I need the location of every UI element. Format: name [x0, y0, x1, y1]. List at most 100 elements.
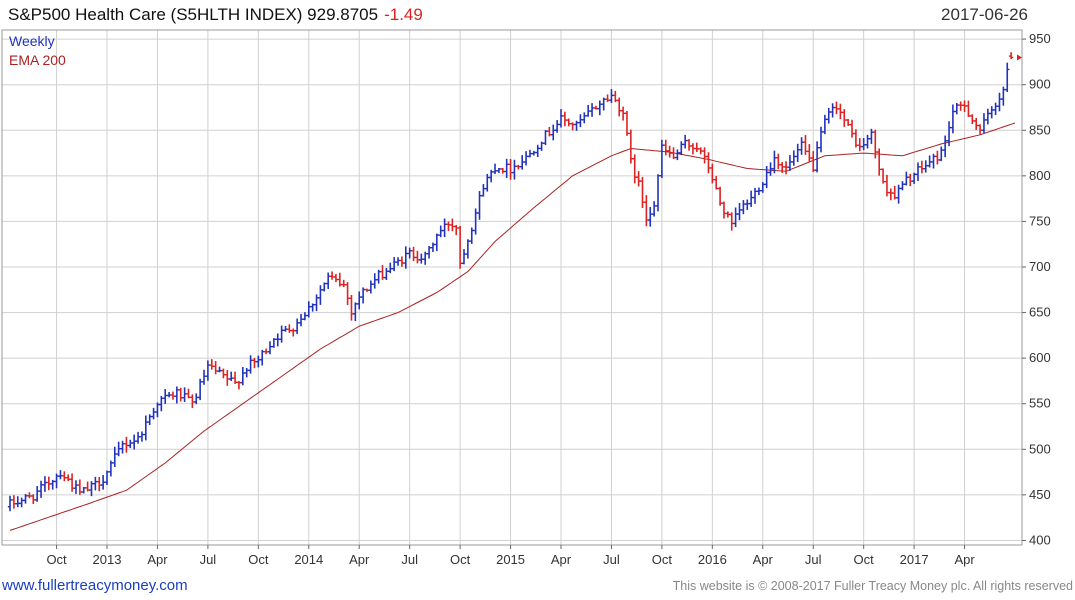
ohlc-bar-up — [240, 366, 246, 386]
ohlc-bar-up — [869, 128, 874, 144]
ohlc-bar-up — [112, 446, 117, 468]
ohlc-bar-up — [733, 207, 738, 228]
ohlc-bar-up — [163, 389, 168, 404]
ohlc-bar-up — [128, 439, 133, 449]
ohlc-bar-up — [543, 130, 548, 146]
ohlc-bar-down — [11, 495, 17, 509]
ohlc-bar-down — [225, 370, 230, 386]
ohlc-bars-layer — [7, 52, 1014, 512]
ohlc-bar-up — [675, 149, 680, 161]
ohlc-bar-down — [776, 153, 781, 169]
ohlc-bar-up — [325, 272, 331, 290]
y-tick-label: 900 — [1029, 77, 1051, 92]
ohlc-bar-down — [186, 388, 191, 399]
ohlc-bar-up — [143, 415, 149, 441]
ohlc-bar-up — [395, 257, 401, 266]
ohlc-bar-up — [205, 360, 211, 381]
ohlc-bar-up — [228, 371, 234, 381]
ohlc-bar-up — [942, 135, 948, 158]
ohlc-bar-up — [950, 104, 956, 134]
ohlc-bar-down — [1008, 52, 1014, 59]
ohlc-bar-up — [461, 249, 467, 265]
ohlc-bar-down — [516, 164, 521, 170]
ema-line-layer — [9, 122, 1016, 531]
ohlc-bar-up — [93, 476, 98, 491]
legend: Weekly EMA 200 — [9, 33, 66, 68]
copyright-notice: This website is © 2008-2017 Fuller Treac… — [672, 579, 1073, 593]
ohlc-bar-up — [682, 134, 688, 149]
ohlc-bar-up — [283, 325, 288, 332]
ohlc-bar-down — [62, 471, 67, 482]
ohlc-bar-up — [589, 103, 595, 117]
ohlc-bar-down — [690, 143, 696, 155]
ohlc-bar-down — [170, 391, 176, 400]
x-tick-label: Jul — [200, 552, 217, 567]
x-tick-label: Oct — [854, 552, 875, 567]
ohlc-bar-up — [298, 313, 304, 327]
ohlc-bar-up — [795, 143, 800, 163]
ohlc-bar-up — [737, 203, 742, 221]
ohlc-bar-up — [104, 470, 110, 486]
ohlc-bar-up — [318, 285, 323, 305]
ohlc-bar-down — [632, 154, 637, 184]
ohlc-bar-up — [830, 103, 835, 118]
ohlc-bar-down — [717, 186, 723, 206]
ohlc-bar-down — [710, 163, 715, 184]
ohlc-bar-up — [923, 160, 928, 173]
ohlc-bar-down — [450, 218, 455, 232]
x-tick-label: Oct — [248, 552, 269, 567]
ohlc-bar-down — [919, 160, 925, 174]
x-tick-label: 2014 — [294, 552, 323, 567]
ohlc-bar-up — [756, 187, 762, 196]
ohlc-bar-down — [337, 272, 343, 287]
ohlc-bar-up — [554, 120, 560, 133]
plot-frame — [1, 29, 1023, 546]
ohlc-bar-up — [752, 187, 758, 204]
ohlc-bar-down — [190, 394, 195, 409]
ohlc-bar-up — [267, 341, 273, 355]
footer: www.fullertreacymoney.com This website i… — [0, 575, 1075, 600]
website-link[interactable]: www.fullertreacymoney.com — [2, 577, 188, 594]
ohlc-bar-up — [504, 158, 509, 178]
ohlc-bar-down — [973, 117, 979, 130]
ohlc-bar-up — [748, 190, 754, 207]
x-tick-label: 2015 — [496, 552, 525, 567]
ohlc-bar-up — [58, 470, 63, 480]
ohlc-bar-down — [640, 176, 645, 208]
y-tick-label: 750 — [1029, 213, 1051, 228]
ohlc-bar-down — [977, 124, 983, 135]
ohlc-bar-down — [698, 147, 703, 155]
ohlc-bar-up — [388, 262, 393, 274]
chart-header: S&P500 Health Care (S5HLTH INDEX) 929.87… — [0, 0, 1075, 30]
ohlc-bar-up — [438, 225, 443, 238]
ohlc-bar-down — [209, 359, 214, 370]
ohlc-bar-up — [135, 431, 141, 444]
ohlc-bar-up — [469, 227, 474, 244]
ohlc-bar-down — [807, 144, 812, 162]
ohlc-bar-up — [81, 486, 86, 494]
price-chart: 400 450 500 550 600 650 700 750 800 850 900 950 Oct 2… — [1, 29, 1051, 567]
ohlc-bar-down — [252, 357, 257, 369]
ohlc-bar-up — [182, 387, 187, 402]
x-tick-label: 2017 — [900, 552, 929, 567]
ohlc-bar-down — [500, 167, 505, 174]
ohlc-bar-down — [508, 158, 513, 180]
ohlc-bar-down — [721, 201, 727, 219]
ohlc-bar-up — [120, 440, 125, 454]
ohlc-bar-down — [706, 152, 711, 174]
ohlc-bar-up — [574, 120, 579, 131]
ohlc-bar-up — [376, 269, 381, 284]
ohlc-bar-up — [659, 139, 665, 179]
ohlc-bar-down — [892, 185, 897, 200]
ohlc-bar-up — [814, 141, 820, 173]
ohlc-bar-up — [384, 267, 389, 281]
x-tick-label: Apr — [954, 552, 975, 567]
ohlc-bar-up — [993, 102, 998, 115]
ohlc-bar-down — [783, 161, 789, 175]
y-tick-label: 600 — [1029, 350, 1051, 365]
ohlc-bar-up — [585, 104, 591, 117]
ohlc-bar-up — [1005, 62, 1010, 92]
ohlc-bar-up — [166, 392, 172, 398]
ohlc-bar-up — [531, 150, 537, 156]
ohlc-bar-down — [970, 114, 975, 125]
